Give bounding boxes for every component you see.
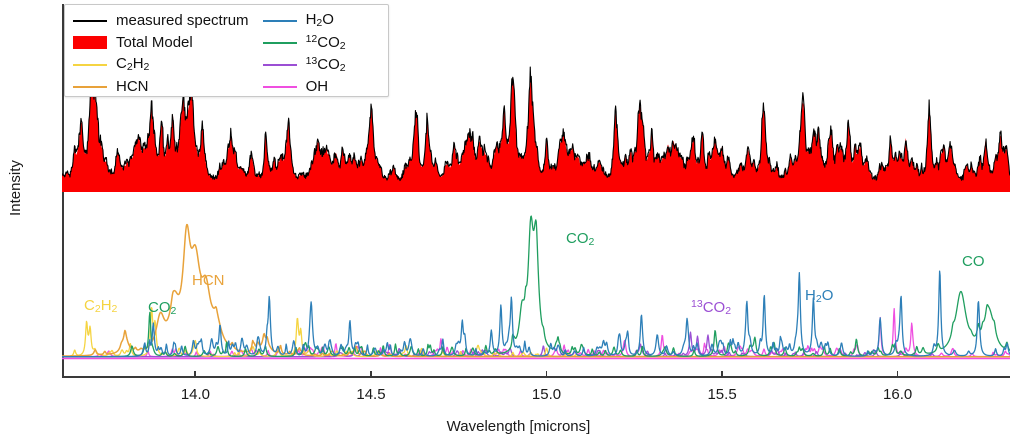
tick-mark — [194, 371, 197, 378]
annotation-c2h2: C2H2 — [84, 297, 118, 315]
legend-item-hcn[interactable]: HCN — [73, 76, 249, 97]
tick-label: 14.0 — [180, 386, 211, 403]
component-line-hcn — [62, 223, 1010, 358]
legend-swatch-icon — [262, 63, 297, 66]
legend-item-total-model[interactable]: Total Model — [73, 32, 249, 53]
legend-label: measured spectrum — [116, 12, 249, 29]
legend-swatch-icon — [262, 85, 297, 88]
tick-label: 15.0 — [531, 386, 562, 403]
tick-label: 16.0 — [883, 386, 913, 403]
legend-item-12co2[interactable]: 12CO2 — [262, 32, 346, 53]
legend-label: Total Model — [116, 34, 193, 51]
measured-spectrum-line — [62, 66, 1010, 182]
component-line-h2o — [62, 270, 1010, 358]
component-line-oh — [62, 308, 1010, 358]
spectra-canvas — [62, 66, 1010, 360]
legend-label: 12CO2 — [305, 32, 346, 52]
legend-swatch-icon — [262, 19, 297, 22]
x-axis-ticks: 14.0 14.5 15.0 15.5 16.0 — [62, 371, 1010, 412]
legend-item-13co2[interactable]: 13CO2 — [262, 54, 346, 75]
component-line-c2h2 — [62, 306, 1010, 358]
legend-swatch-icon — [73, 85, 107, 88]
annotation-13co2: 13CO2 — [691, 298, 732, 317]
legend-item-measured-spectrum[interactable]: measured spectrum — [73, 10, 249, 31]
component-line-12co2 — [62, 215, 1010, 358]
legend-item-h2o[interactable]: H2O — [262, 10, 346, 31]
tick-mark — [369, 371, 372, 378]
legend: measured spectrum Total Model C2H2 HCN H2O 1… — [64, 4, 389, 97]
total-model-area — [62, 75, 1010, 192]
tick-mark — [545, 371, 548, 378]
annotation-hcn: HCN — [192, 272, 225, 289]
legend-swatch-icon — [262, 41, 297, 44]
tick-mark — [721, 371, 723, 378]
legend-swatch-icon — [73, 19, 107, 22]
legend-label: OH — [305, 78, 329, 95]
y-axis-label: Intensity — [7, 160, 24, 216]
legend-label: HCN — [116, 78, 149, 95]
legend-item-c2h2[interactable]: C2H2 — [73, 54, 249, 75]
tick-mark — [896, 371, 899, 378]
legend-label: H2O — [305, 11, 334, 30]
x-axis-label: Wavelength [microns] — [0, 418, 1019, 435]
tick-label: 15.5 — [707, 386, 737, 403]
annotation-co2: CO2 — [148, 299, 177, 317]
legend-swatch-icon — [73, 36, 107, 49]
annotation-co: CO — [962, 253, 985, 270]
x-axis-label-text: Wavelength [microns] — [446, 418, 591, 435]
annotation-h2o: H2O — [805, 287, 834, 305]
legend-label: C2H2 — [116, 55, 150, 74]
legend-item-oh[interactable]: OH — [262, 76, 346, 97]
legend-column-right: H2O 12CO2 13CO2 OH — [262, 10, 346, 97]
annotation-co2: CO2 — [566, 230, 595, 248]
legend-swatch-icon — [73, 63, 107, 66]
tick-label: 14.5 — [356, 386, 386, 403]
legend-label: 13CO2 — [305, 54, 346, 74]
legend-column-left: measured spectrum Total Model C2H2 HCN — [73, 10, 249, 97]
